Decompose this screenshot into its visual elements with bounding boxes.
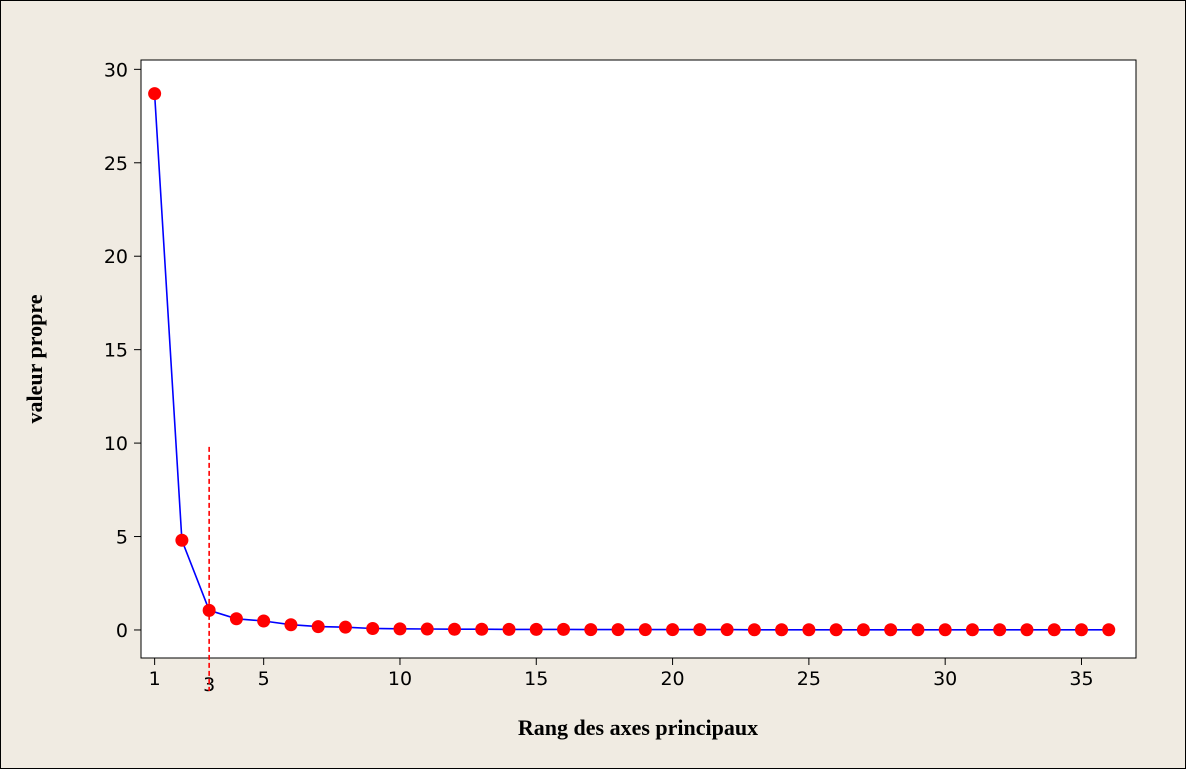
y-tick-label: 10 <box>104 433 128 455</box>
data-point <box>857 623 870 636</box>
data-point <box>775 623 788 636</box>
data-point <box>939 623 952 636</box>
x-axis-title: Rang des axes principaux <box>518 715 758 740</box>
y-tick-label: 20 <box>104 246 128 268</box>
data-point <box>584 623 597 636</box>
data-point <box>612 623 625 636</box>
data-point <box>393 622 406 635</box>
data-point <box>884 623 897 636</box>
y-axis-title: valeur propre <box>22 294 47 423</box>
data-point <box>993 623 1006 636</box>
data-point <box>148 87 161 100</box>
x-tick-label: 30 <box>933 668 957 690</box>
data-point <box>830 623 843 636</box>
x-tick-label: 3 <box>203 674 215 696</box>
data-point <box>339 621 352 634</box>
x-axis: 1 3 5 10 15 20 25 30 35 <box>149 658 1094 696</box>
data-point <box>421 623 434 636</box>
data-point <box>503 623 516 636</box>
data-point <box>1102 623 1115 636</box>
y-axis: 0 5 10 15 20 25 30 <box>104 59 141 642</box>
y-tick-label: 15 <box>104 340 128 362</box>
data-point <box>911 623 924 636</box>
data-point <box>448 623 461 636</box>
data-point <box>475 623 488 636</box>
data-point <box>312 620 325 633</box>
data-point <box>966 623 979 636</box>
x-tick-label: 25 <box>797 668 821 690</box>
data-point <box>366 622 379 635</box>
data-point <box>666 623 679 636</box>
data-point <box>1075 623 1088 636</box>
x-tick-label: 20 <box>660 668 684 690</box>
data-point <box>557 623 570 636</box>
data-point <box>748 623 761 636</box>
x-tick-label: 5 <box>258 668 270 690</box>
data-point <box>693 623 706 636</box>
data-point <box>230 612 243 625</box>
y-tick-label: 25 <box>104 153 128 175</box>
y-tick-label: 5 <box>116 527 128 549</box>
data-point <box>802 623 815 636</box>
plot-area <box>141 60 1136 658</box>
y-tick-label: 0 <box>116 620 128 642</box>
data-point <box>203 604 216 617</box>
data-point <box>284 618 297 631</box>
data-point <box>530 623 543 636</box>
data-point <box>1048 623 1061 636</box>
x-tick-label: 1 <box>149 668 161 690</box>
data-point <box>721 623 734 636</box>
data-point <box>175 534 188 547</box>
x-tick-label: 35 <box>1069 668 1093 690</box>
data-point <box>257 614 270 627</box>
data-point <box>639 623 652 636</box>
data-point <box>1020 623 1033 636</box>
x-tick-label: 15 <box>524 668 548 690</box>
x-tick-label: 10 <box>388 668 412 690</box>
y-tick-label: 30 <box>104 59 128 81</box>
